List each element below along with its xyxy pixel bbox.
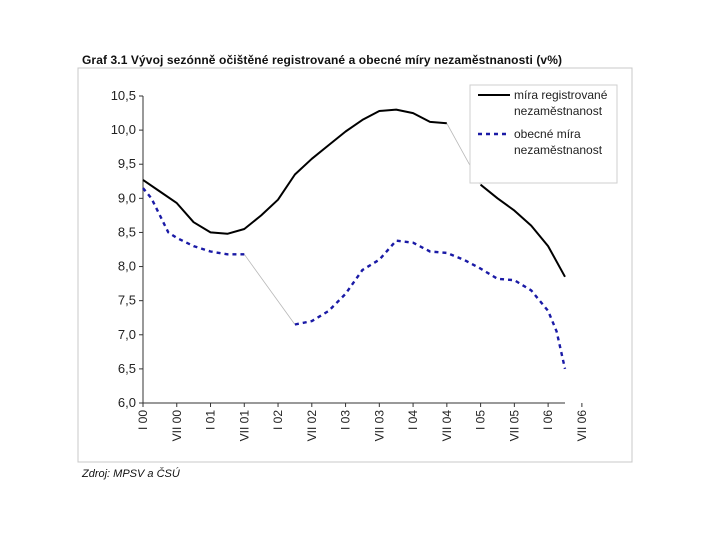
y-tick-label: 8,5 [118, 224, 136, 239]
x-tick-label: I 03 [339, 410, 353, 430]
legend-label: míra registrované nezaměstnanost [514, 88, 608, 118]
x-tick-label: I 04 [406, 410, 420, 430]
x-tick-label: VII 05 [507, 410, 521, 442]
series-layer [142, 108, 567, 370]
y-tick-label: 10,0 [111, 122, 136, 137]
x-tick-label: VII 02 [305, 410, 319, 442]
chart-frame [77, 67, 633, 463]
y-tick-label: 9,0 [118, 190, 136, 205]
x-tick-label: VII 01 [237, 410, 251, 442]
y-tick-label: 9,5 [118, 156, 136, 171]
series-line-general [294, 239, 567, 370]
y-tick-label: 7,5 [118, 293, 136, 308]
legend: míra registrované nezaměstnanost obecné mí… [469, 84, 618, 184]
y-tick-label: 10,5 [111, 88, 136, 103]
legend-label: obecné míra nezaměstnanost [514, 127, 603, 157]
y-tick-label: 7,0 [118, 327, 136, 342]
y-tick-label: 8,0 [118, 259, 136, 274]
x-tick-label: I 05 [474, 410, 488, 430]
series-gap-connector [243, 254, 296, 325]
series-line-registered [479, 183, 566, 278]
chart-source: Zdroj: MPSV a ČSÚ [82, 468, 180, 480]
x-tick-label: I 01 [204, 410, 218, 430]
x-axis: I 00 VII 00 I 01 VII 01 I 02 VII 02 I 03 VII 03… [136, 402, 589, 442]
y-axis: 6,0 6,5 7,0 7,5 8,0 8,5 9,0 9,5 10,0 10,5 [111, 88, 144, 410]
x-tick-label: VII 06 [575, 410, 589, 442]
y-tick-label: 6,0 [118, 395, 136, 410]
x-tick-label: VII 00 [170, 410, 184, 442]
x-tick-label: I 02 [271, 410, 285, 430]
x-tick-label: VII 04 [440, 410, 454, 442]
x-tick-label: I 06 [541, 410, 555, 430]
chart-title: Graf 3.1 Vývoj sezónně očištěné registro… [82, 53, 563, 67]
series-line-general [142, 187, 245, 256]
series-line-registered [142, 108, 447, 235]
x-tick-label: I 00 [136, 410, 150, 430]
y-tick-label: 6,5 [118, 361, 136, 376]
x-tick-label: VII 03 [372, 410, 386, 442]
